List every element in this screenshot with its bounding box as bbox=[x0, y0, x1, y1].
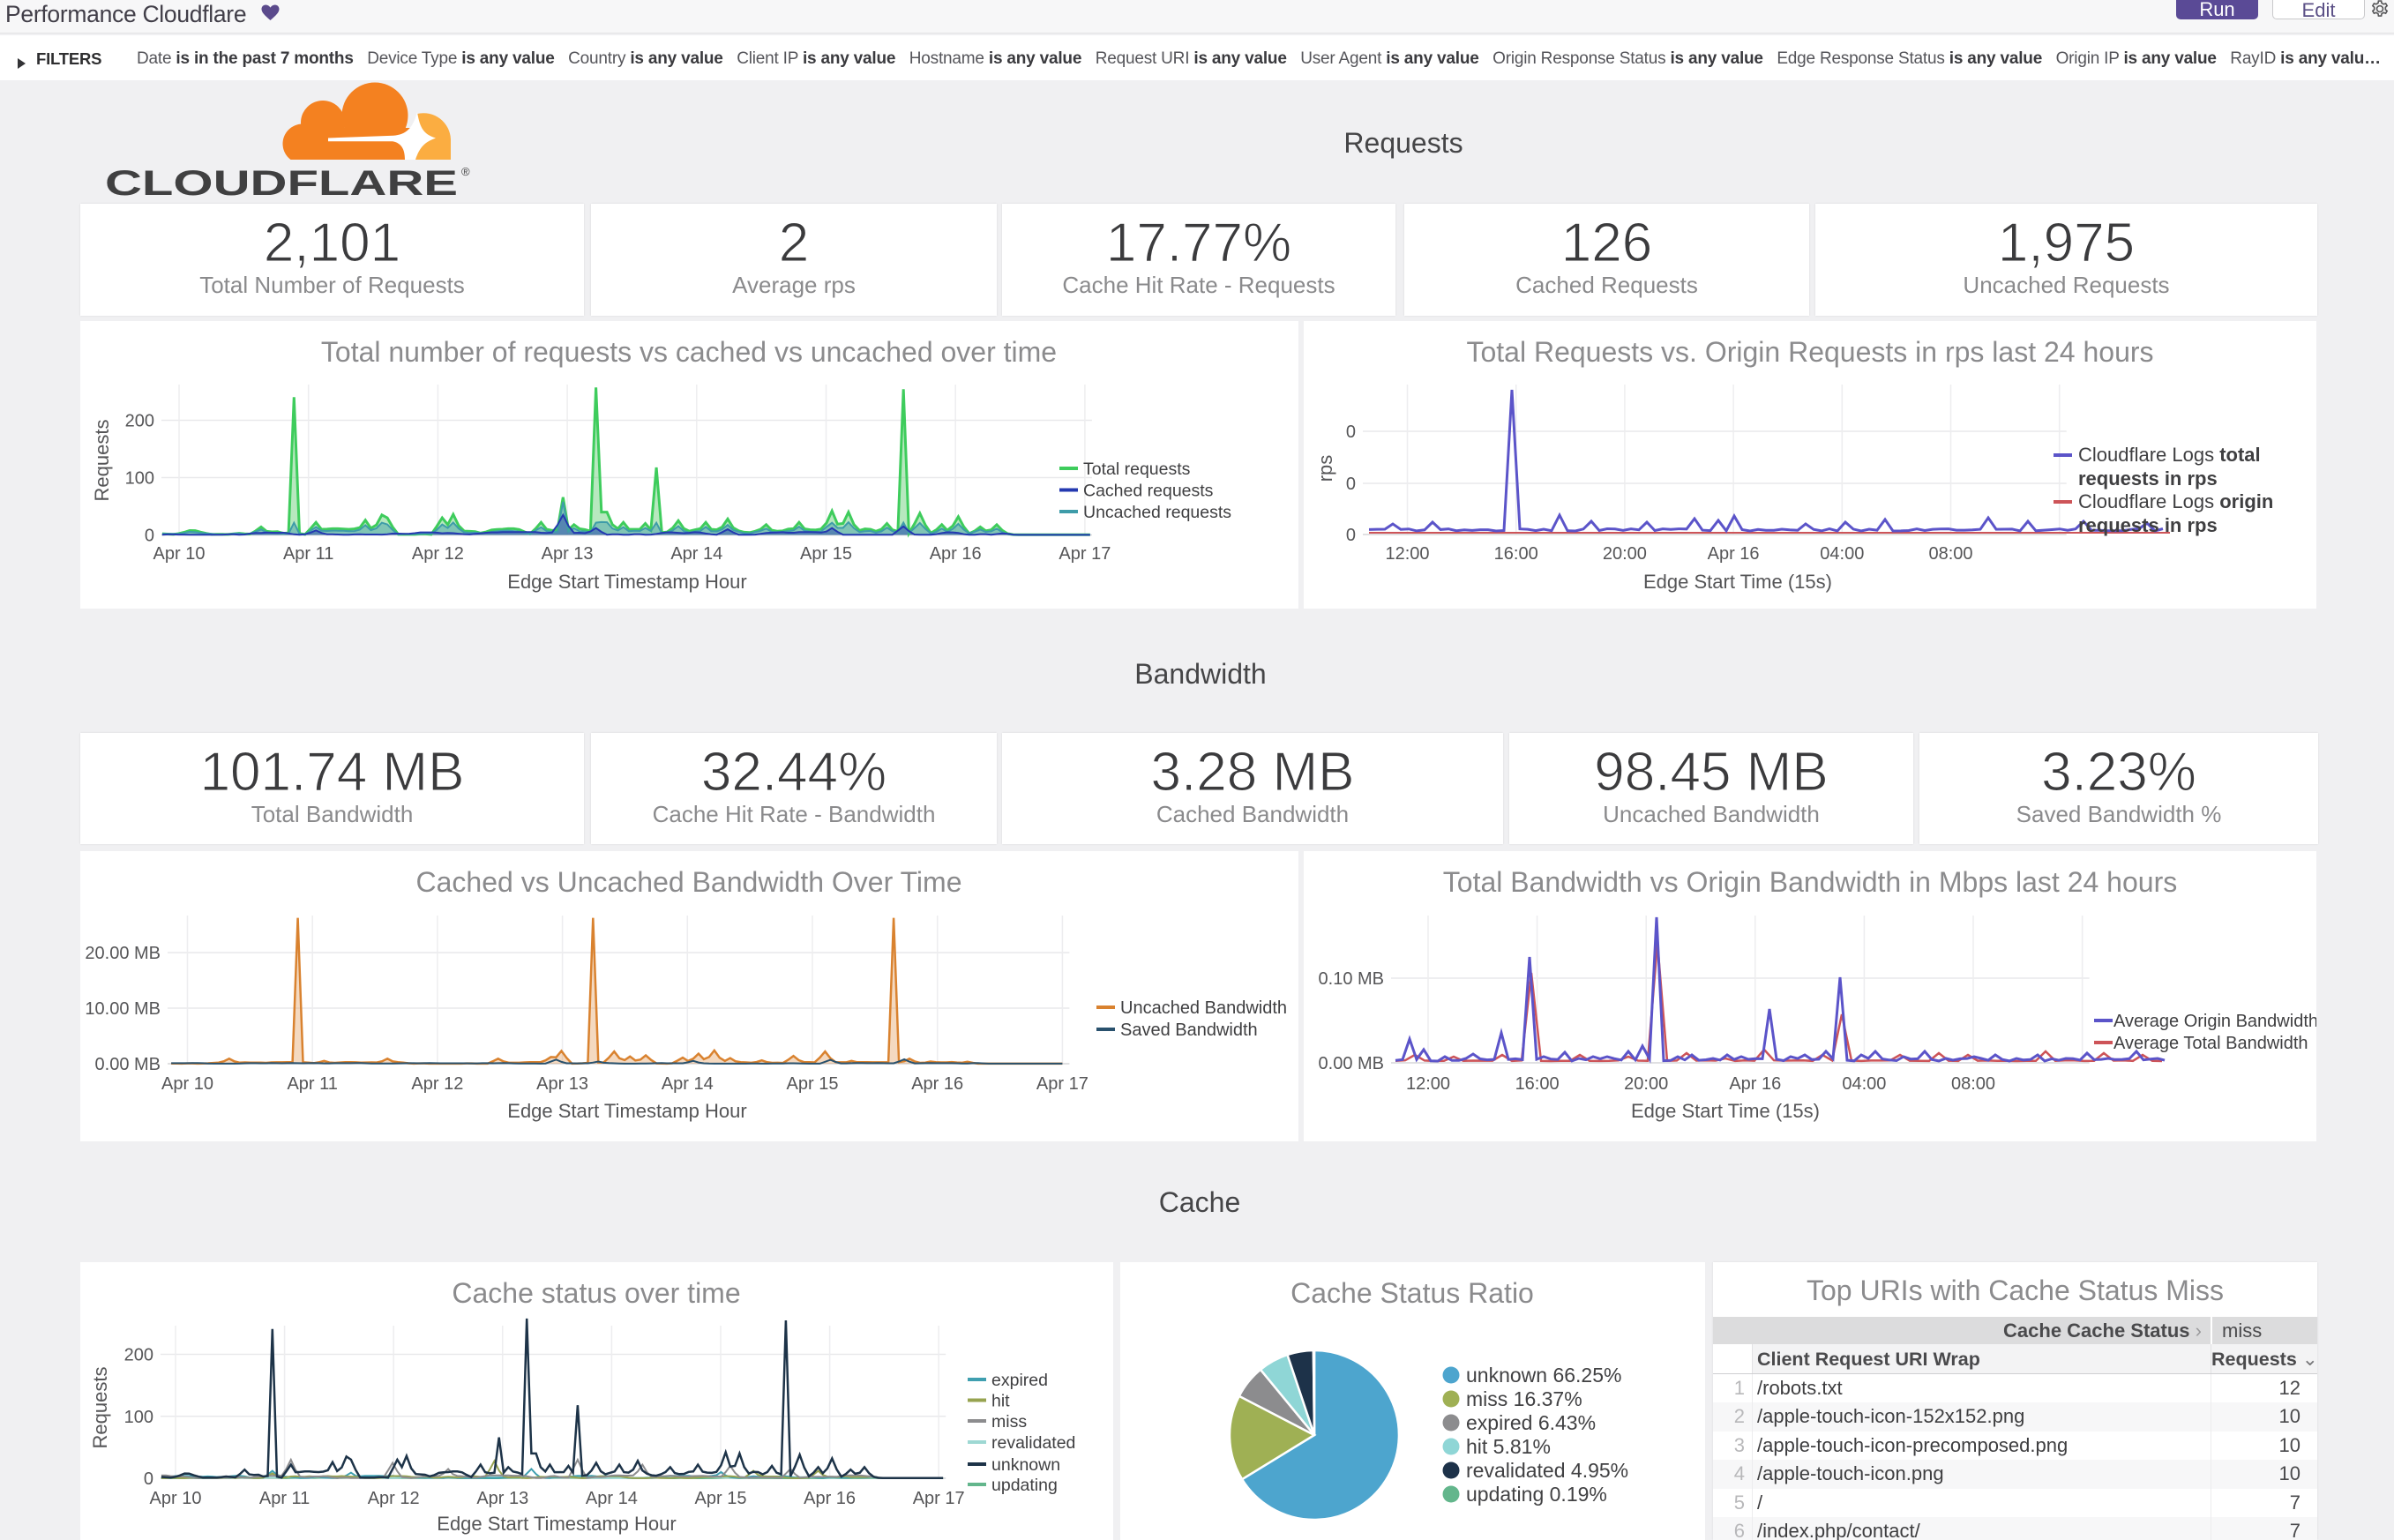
svg-text:08:00: 08:00 bbox=[1951, 1074, 1995, 1094]
svg-text:10.00 MB: 10.00 MB bbox=[85, 999, 161, 1019]
svg-text:Cloudflare Logs origin: Cloudflare Logs origin bbox=[2078, 490, 2273, 512]
svg-text:expired: expired bbox=[991, 1371, 1048, 1390]
svg-text:Cached requests: Cached requests bbox=[1083, 482, 1214, 501]
svg-text:Uncached requests: Uncached requests bbox=[1083, 503, 1231, 522]
svg-text:Apr 12: Apr 12 bbox=[368, 1489, 420, 1508]
svg-text:Apr 14: Apr 14 bbox=[662, 1074, 714, 1094]
svg-text:16:00: 16:00 bbox=[1494, 544, 1538, 564]
svg-text:Cache Status Ratio: Cache Status Ratio bbox=[1291, 1277, 1534, 1309]
svg-text:Apr 17: Apr 17 bbox=[1036, 1074, 1089, 1094]
svg-text:expired 6.43%: expired 6.43% bbox=[1466, 1411, 1596, 1434]
svg-text:Average Origin Bandwidth: Average Origin Bandwidth bbox=[2113, 1012, 2316, 1031]
svg-text:Apr 12: Apr 12 bbox=[411, 1074, 463, 1094]
svg-text:Apr 16: Apr 16 bbox=[1708, 544, 1760, 564]
svg-text:200: 200 bbox=[124, 1346, 153, 1365]
svg-text:unknown: unknown bbox=[991, 1455, 1060, 1475]
svg-text:0.10 MB: 0.10 MB bbox=[1319, 969, 1384, 989]
svg-text:Apr 15: Apr 15 bbox=[787, 1074, 839, 1094]
svg-text:Apr 16: Apr 16 bbox=[930, 544, 982, 564]
svg-text:miss: miss bbox=[991, 1412, 1027, 1432]
svg-text:Requests: Requests bbox=[89, 1367, 111, 1449]
svg-text:Apr 11: Apr 11 bbox=[283, 544, 333, 564]
svg-text:16:00: 16:00 bbox=[1515, 1074, 1560, 1094]
svg-text:100: 100 bbox=[125, 469, 154, 489]
svg-text:0.00 MB: 0.00 MB bbox=[95, 1055, 161, 1074]
svg-text:Edge Start Timestamp Hour: Edge Start Timestamp Hour bbox=[437, 1513, 676, 1535]
svg-text:Cached vs Uncached Bandwidth O: Cached vs Uncached Bandwidth Over Time bbox=[416, 866, 962, 898]
svg-text:Apr 13: Apr 13 bbox=[536, 1074, 588, 1094]
svg-text:0: 0 bbox=[1346, 475, 1356, 494]
svg-text:0: 0 bbox=[1346, 422, 1356, 442]
svg-text:Total Bandwidth vs Origin Band: Total Bandwidth vs Origin Bandwidth in M… bbox=[1443, 866, 2177, 898]
svg-text:0: 0 bbox=[145, 527, 154, 546]
svg-text:revalidated: revalidated bbox=[991, 1433, 1075, 1453]
svg-text:requests in rps: requests in rps bbox=[2078, 467, 2218, 490]
svg-text:Apr 15: Apr 15 bbox=[695, 1489, 747, 1508]
svg-text:0.00 MB: 0.00 MB bbox=[1319, 1054, 1384, 1073]
svg-text:Edge Start Time (15s): Edge Start Time (15s) bbox=[1631, 1100, 1820, 1122]
svg-text:Edge Start Time (15s): Edge Start Time (15s) bbox=[1643, 571, 1832, 593]
svg-text:hit 5.81%: hit 5.81% bbox=[1466, 1435, 1551, 1458]
svg-text:Apr 16: Apr 16 bbox=[911, 1074, 963, 1094]
svg-text:200: 200 bbox=[125, 412, 154, 431]
svg-text:Cloudflare Logs total: Cloudflare Logs total bbox=[2078, 444, 2261, 466]
svg-text:requests in rps: requests in rps bbox=[2078, 514, 2218, 536]
svg-text:Apr 12: Apr 12 bbox=[412, 544, 464, 564]
svg-text:0: 0 bbox=[1346, 526, 1356, 545]
svg-text:unknown 66.25%: unknown 66.25% bbox=[1466, 1364, 1621, 1387]
svg-text:Apr 17: Apr 17 bbox=[1059, 544, 1111, 564]
svg-text:Edge Start Timestamp Hour: Edge Start Timestamp Hour bbox=[507, 571, 746, 593]
svg-text:Apr 10: Apr 10 bbox=[161, 1074, 213, 1094]
svg-text:Apr 14: Apr 14 bbox=[670, 544, 722, 564]
svg-text:Average Total Bandwidth: Average Total Bandwidth bbox=[2113, 1034, 2308, 1053]
svg-text:0: 0 bbox=[144, 1469, 153, 1489]
svg-text:04:00: 04:00 bbox=[1842, 1074, 1886, 1094]
svg-text:rps: rps bbox=[1314, 455, 1336, 482]
svg-text:20:00: 20:00 bbox=[1624, 1074, 1668, 1094]
svg-text:04:00: 04:00 bbox=[1820, 544, 1864, 564]
svg-text:miss 16.37%: miss 16.37% bbox=[1466, 1387, 1582, 1410]
svg-text:updating: updating bbox=[991, 1476, 1058, 1495]
svg-text:Apr 16: Apr 16 bbox=[1729, 1074, 1781, 1094]
svg-text:20:00: 20:00 bbox=[1603, 544, 1647, 564]
svg-text:Apr 10: Apr 10 bbox=[153, 544, 206, 564]
svg-text:®: ® bbox=[461, 165, 470, 178]
svg-text:Apr 14: Apr 14 bbox=[586, 1489, 638, 1508]
svg-text:Saved Bandwidth: Saved Bandwidth bbox=[1120, 1020, 1258, 1040]
svg-text:Apr 17: Apr 17 bbox=[913, 1489, 965, 1508]
svg-text:Apr 11: Apr 11 bbox=[287, 1074, 337, 1094]
svg-text:08:00: 08:00 bbox=[1928, 544, 1972, 564]
svg-text:12:00: 12:00 bbox=[1385, 544, 1429, 564]
svg-text:hit: hit bbox=[991, 1392, 1010, 1411]
svg-text:Uncached Bandwidth: Uncached Bandwidth bbox=[1120, 998, 1287, 1018]
svg-text:Apr 15: Apr 15 bbox=[800, 544, 852, 564]
svg-text:100: 100 bbox=[124, 1408, 153, 1427]
svg-text:Requests: Requests bbox=[91, 420, 113, 502]
svg-text:Edge Start Timestamp Hour: Edge Start Timestamp Hour bbox=[507, 1100, 746, 1122]
svg-text:Apr 16: Apr 16 bbox=[804, 1489, 856, 1508]
svg-text:revalidated 4.95%: revalidated 4.95% bbox=[1466, 1459, 1628, 1482]
svg-text:Apr 13: Apr 13 bbox=[542, 544, 594, 564]
svg-text:Apr 10: Apr 10 bbox=[150, 1489, 202, 1508]
svg-text:CLOUDFLARE: CLOUDFLARE bbox=[105, 164, 458, 203]
svg-text:Apr 11: Apr 11 bbox=[259, 1489, 310, 1508]
svg-text:Apr 13: Apr 13 bbox=[476, 1489, 528, 1508]
svg-text:updating 0.19%: updating 0.19% bbox=[1466, 1483, 1607, 1506]
svg-text:Total number of requests vs ca: Total number of requests vs cached vs un… bbox=[321, 336, 1057, 368]
svg-text:Total requests: Total requests bbox=[1083, 460, 1191, 479]
svg-text:Total Requests vs. Origin Requ: Total Requests vs. Origin Requests in rp… bbox=[1466, 336, 2153, 368]
svg-text:Cache status over time: Cache status over time bbox=[452, 1277, 740, 1309]
svg-text:20.00 MB: 20.00 MB bbox=[85, 944, 161, 963]
svg-text:12:00: 12:00 bbox=[1406, 1074, 1450, 1094]
